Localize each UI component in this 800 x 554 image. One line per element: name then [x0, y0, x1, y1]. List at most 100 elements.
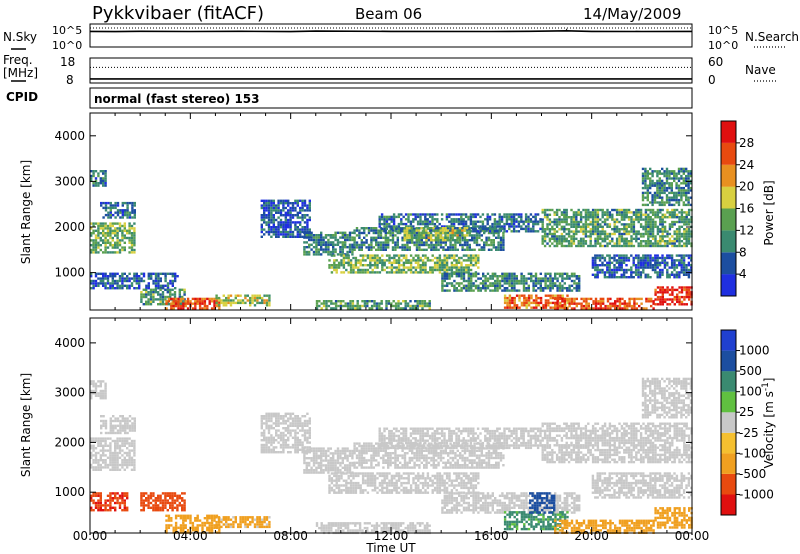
power-cell-11	[505, 220, 509, 223]
power-cell-20	[608, 261, 611, 264]
power-cell-12	[444, 234, 447, 237]
power-cell-9	[409, 271, 413, 274]
power-cell-7	[260, 223, 263, 226]
power-cell-9	[400, 268, 403, 272]
power-cell-13	[322, 304, 326, 308]
power-cell-9	[333, 259, 336, 262]
power-cell-9	[405, 259, 408, 262]
power-cell-16	[573, 302, 576, 305]
power-cell-9	[465, 264, 468, 267]
power-cell-14	[501, 289, 504, 292]
power-cell-13	[409, 300, 412, 303]
power-cell-14	[532, 287, 535, 290]
power-cell-3	[162, 284, 165, 287]
power-cell-20	[627, 268, 631, 272]
power-cell-9	[450, 268, 454, 272]
power-cell-6	[268, 299, 271, 302]
power-cell-10	[449, 248, 452, 251]
power-cell-18	[644, 242, 648, 245]
power-cell-14	[561, 275, 564, 278]
power-cell-20	[682, 259, 686, 262]
power-cell-19	[658, 191, 661, 195]
power-cell-0	[99, 236, 102, 240]
power-cell-9	[349, 266, 353, 269]
power-cell-11	[512, 227, 516, 231]
power-cell-8	[312, 234, 316, 237]
power-cell-14	[539, 284, 542, 287]
power-cell-12	[410, 231, 414, 235]
power-cell-9	[352, 256, 355, 260]
power-cell-11	[498, 220, 501, 223]
power-cell-19	[670, 198, 673, 202]
power-cell-9	[445, 271, 449, 274]
power-cell-18	[603, 218, 607, 221]
power-cell-19	[656, 179, 659, 183]
power-cell-11	[476, 230, 480, 233]
power-cell-20	[663, 256, 667, 260]
power-cell-11	[500, 218, 504, 221]
power-cell-17	[666, 303, 669, 306]
power-cell-18	[687, 235, 691, 238]
power-cell-13	[363, 300, 367, 303]
power-cell-3	[126, 287, 129, 290]
power-cell-11	[479, 215, 482, 219]
power-cell-2	[116, 211, 120, 214]
power-cell-7	[303, 216, 307, 219]
power-cell-8	[348, 238, 352, 242]
power-cell-15	[539, 301, 543, 305]
power-cell-14	[520, 277, 523, 280]
power-cell-14	[563, 282, 566, 285]
power-cell-18	[582, 208, 585, 212]
power-cell-10	[370, 227, 373, 230]
power-cell-10	[420, 243, 423, 247]
power-cell-4	[149, 303, 153, 306]
power-cell-8	[341, 234, 344, 237]
power-cell-9	[371, 268, 374, 272]
velocity-cell-0	[111, 451, 114, 455]
power-cell-15	[547, 301, 550, 305]
power-cell-8	[329, 243, 332, 246]
power-cell-15	[549, 294, 552, 297]
power-cell-10	[432, 246, 435, 249]
power-cell-11	[481, 213, 485, 216]
power-cell-14	[510, 279, 514, 283]
power-cell-7	[299, 221, 302, 224]
power-cell-20	[658, 256, 662, 260]
power-cell-11	[496, 230, 499, 233]
velocity-cell-0	[106, 463, 110, 467]
power-cell-14	[491, 284, 494, 287]
power-cell-10	[401, 248, 404, 251]
power-cell-14	[527, 287, 530, 290]
power-cell-18	[596, 208, 600, 212]
velocity-cell-0	[109, 444, 112, 447]
power-cell-18	[558, 228, 561, 231]
power-cell-14	[532, 279, 535, 283]
power-cell-18	[558, 216, 561, 219]
power-cell-19	[687, 198, 690, 202]
power-cell-8	[332, 241, 335, 244]
power-cell-1	[99, 179, 102, 182]
power-cell-18	[623, 225, 626, 228]
power-cell-9	[477, 261, 480, 264]
power-cell-10	[449, 239, 452, 242]
velocity-cell-0	[123, 463, 126, 467]
power-cell-18	[567, 216, 571, 219]
power-cell-18	[656, 242, 660, 245]
power-cell-11	[433, 222, 437, 226]
power-cell-8	[320, 248, 323, 251]
power-cell-3	[133, 275, 136, 278]
power-cell-3	[118, 279, 122, 283]
power-cell-19	[644, 179, 647, 183]
power-cell-8	[351, 236, 354, 239]
power-cell-14	[482, 282, 485, 285]
velocity-cell-3	[97, 494, 100, 497]
power-cell-15	[513, 306, 516, 309]
power-cell-9	[419, 268, 422, 272]
power-cell-18	[649, 244, 652, 248]
power-cell-19	[663, 203, 666, 207]
power-cell-11	[457, 222, 461, 226]
power-cell-5	[191, 307, 195, 310]
velocity-cell-3	[109, 509, 112, 512]
power-cell-19	[673, 179, 676, 183]
power-cell-4	[166, 291, 169, 294]
